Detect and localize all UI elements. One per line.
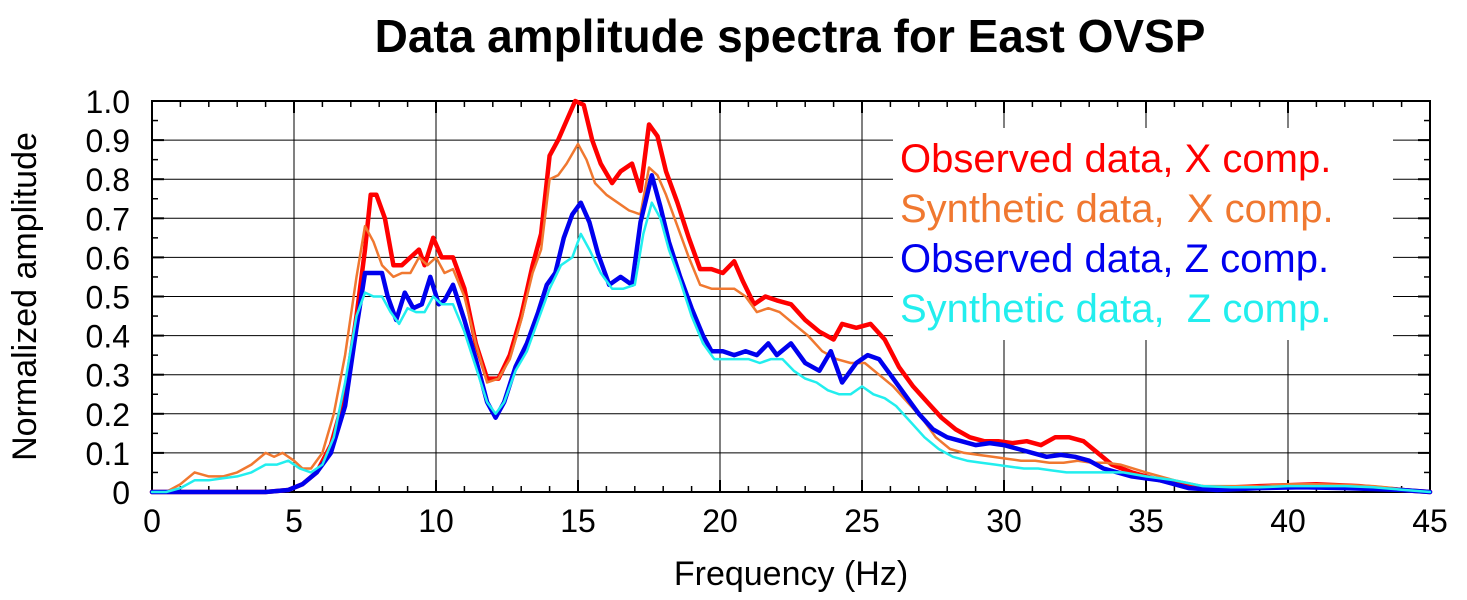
x-tick-label: 10 [418,503,454,539]
y-tick-label: 0.9 [86,123,130,159]
x-tick-label: 40 [1270,503,1306,539]
legend-box [893,128,1393,340]
series-line-2 [150,142,1432,494]
y-tick-label: 0.8 [86,162,130,198]
series-line-4 [150,201,1432,494]
y-tick-label: 0 [112,475,130,511]
y-tick-label: 0.4 [86,319,130,355]
x-tick-label: 25 [844,503,880,539]
series-line-3 [149,173,1433,495]
series-line-1 [149,98,1433,495]
x-tick-labels: 0 5 10 15 20 25 30 35 40 45 [143,503,1448,539]
x-tick-label: 30 [986,503,1022,539]
x-tick-label: 15 [560,503,596,539]
y-tick-label: 0.5 [86,280,130,316]
y-tick-label: 1.0 [86,84,130,120]
y-tick-label: 0.7 [86,201,130,237]
x-tick-label: 45 [1412,503,1448,539]
y-tick-label: 0.3 [86,358,130,394]
x-tick-label: 0 [143,503,161,539]
chart-title: Data amplitude spectra for East OVSP [375,10,1206,62]
y-tick-labels: 00.10.20.30.40.5 0.60.70.80.91.0 [86,84,130,511]
axis-ticks [151,100,1431,493]
x-tick-label: 20 [702,503,738,539]
x-tick-label: 35 [1128,503,1164,539]
legend-entry-2: Synthetic data, X comp. [900,187,1334,231]
grid-lines [152,101,1430,492]
y-axis-label: Normalized amplitude [6,132,44,461]
x-tick-label: 5 [285,503,303,539]
legend: Observed data, X comp. Synthetic data, X … [900,137,1334,331]
legend-entry-1: Observed data, X comp. [900,137,1331,181]
y-tick-label: 0.1 [86,436,130,472]
y-tick-label: 0.6 [86,240,130,276]
x-axis-label: Frequency (Hz) [674,555,908,593]
series-lines [149,98,1433,495]
legend-entry-4: Synthetic data, Z comp. [900,287,1331,331]
y-tick-label: 0.2 [86,397,130,433]
legend-entry-3: Observed data, Z comp. [900,237,1329,281]
